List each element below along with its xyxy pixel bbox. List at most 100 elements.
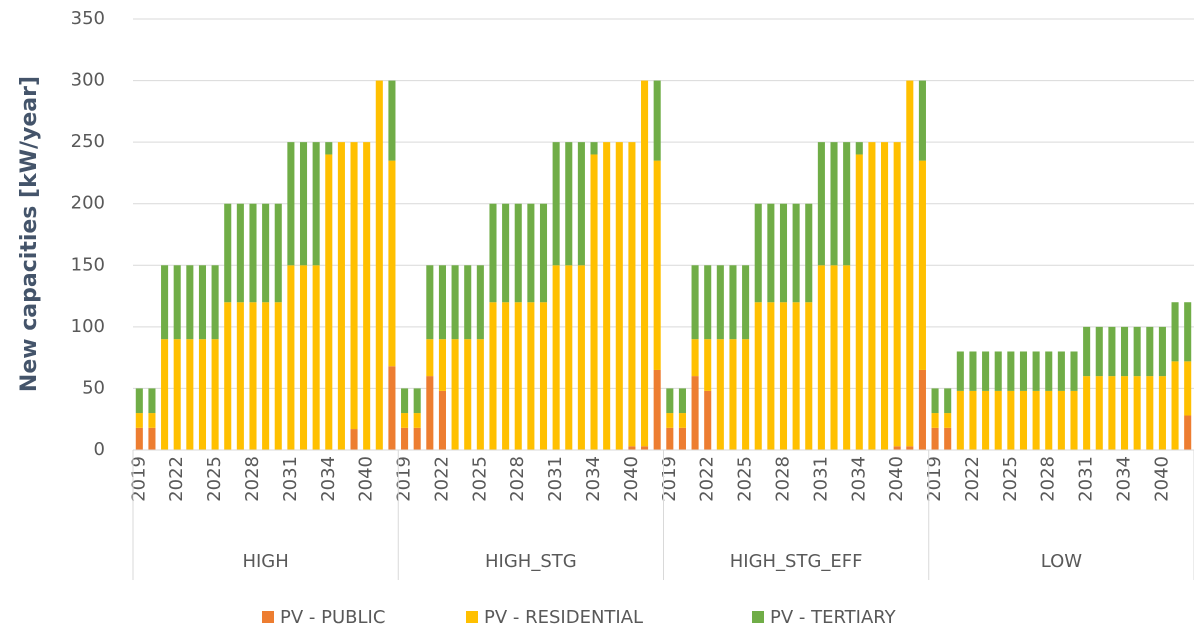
- bar-segment: [704, 390, 712, 450]
- x-tick-label: 2031: [1076, 456, 1097, 502]
- bar-segment: [944, 413, 952, 428]
- legend-label: PV - PUBLIC: [280, 607, 385, 628]
- bar-segment: [1146, 326, 1154, 377]
- bar-segment: [982, 390, 990, 450]
- bar-segment: [944, 388, 952, 414]
- bar-segment: [173, 339, 181, 450]
- bar-segment: [388, 160, 396, 367]
- x-tick-label: 2028: [242, 456, 263, 502]
- bar-segment: [893, 142, 901, 447]
- bar-segment: [603, 142, 611, 450]
- bar-segment: [906, 80, 914, 447]
- bar-segment: [565, 142, 573, 266]
- bar-segment: [716, 265, 724, 340]
- bar-segment: [754, 203, 762, 303]
- bar-segment: [628, 446, 636, 450]
- bar-segment: [704, 265, 712, 340]
- bar-segment: [388, 80, 396, 161]
- bar-segment: [186, 339, 194, 450]
- bar-segment: [161, 339, 169, 450]
- bar-segment: [1120, 376, 1129, 450]
- bar-segment: [236, 302, 244, 450]
- bar-segment: [817, 265, 825, 450]
- bar-segment: [489, 203, 497, 303]
- bar-segment: [1133, 376, 1141, 450]
- bar-segment: [666, 388, 674, 414]
- bar-segment: [274, 302, 282, 450]
- bar-segment: [186, 265, 194, 340]
- bar-segment: [438, 390, 446, 450]
- x-tick-label: 2040: [886, 456, 907, 502]
- bar-segment: [729, 339, 737, 450]
- bar-segment: [451, 265, 459, 340]
- bar-segment: [426, 265, 434, 340]
- bar-segment: [224, 203, 232, 303]
- bar-segment: [1070, 351, 1078, 391]
- bar-segment: [1184, 302, 1192, 362]
- x-tick-label: 2031: [810, 456, 831, 502]
- x-tick-label: 2031: [545, 456, 566, 502]
- bar-segment: [590, 142, 598, 155]
- x-tick-label: 2022: [431, 456, 452, 502]
- bar-segment: [577, 142, 585, 266]
- bar-segment: [363, 142, 371, 450]
- bar-segment: [489, 302, 497, 450]
- bar-segment: [401, 413, 409, 428]
- bar-segment: [881, 142, 889, 450]
- bar-segment: [249, 302, 257, 450]
- bar-segment: [779, 203, 788, 303]
- y-tick-label: 100: [71, 316, 105, 337]
- x-tick-label: 2025: [735, 456, 756, 502]
- bar-segment: [413, 427, 421, 450]
- bar-segment: [312, 265, 320, 450]
- bar-segment: [211, 339, 219, 450]
- bar-segment: [502, 302, 510, 450]
- bar-segment: [1095, 326, 1103, 377]
- x-tick-label: 2019: [924, 456, 945, 502]
- bar-segment: [464, 339, 472, 450]
- bar-segment: [590, 154, 598, 450]
- bar-segment: [666, 427, 674, 450]
- bar-segment: [135, 413, 143, 428]
- x-tick-label: 2028: [507, 456, 528, 502]
- bar-segment: [527, 203, 535, 303]
- legend-label: PV - TERTIARY: [770, 607, 897, 628]
- bar-segment: [691, 265, 699, 340]
- bar-segment: [148, 413, 156, 428]
- bar-segment: [653, 80, 661, 161]
- bar-segment: [1083, 326, 1091, 377]
- bar-segment: [426, 339, 434, 377]
- bar-segment: [805, 302, 813, 450]
- x-tick-label: 2025: [204, 456, 225, 502]
- bar-segment: [805, 203, 813, 303]
- bar-segment: [1171, 361, 1179, 450]
- group-label: LOW: [1041, 551, 1083, 572]
- bar-segment: [312, 142, 320, 266]
- bar-segment: [413, 388, 421, 414]
- bar-segment: [438, 265, 446, 340]
- bar-segment: [552, 265, 560, 450]
- bar-segment: [552, 142, 560, 266]
- bar-segment: [262, 302, 270, 450]
- bar-segment: [615, 142, 623, 450]
- bar-segment: [956, 351, 964, 391]
- legend-swatch: [752, 611, 764, 623]
- bar-segment: [350, 429, 358, 450]
- y-tick-label: 200: [71, 193, 105, 214]
- bar-segment: [792, 203, 800, 303]
- bar-segment: [666, 413, 674, 428]
- bar-segment: [893, 446, 901, 450]
- x-tick-label: 2040: [1151, 456, 1172, 502]
- bar-segment: [767, 203, 775, 303]
- bar-segment: [1083, 376, 1091, 450]
- bar-segment: [262, 203, 270, 303]
- y-tick-label: 350: [71, 8, 105, 29]
- bar-segment: [628, 142, 636, 447]
- bar-segment: [1045, 351, 1053, 391]
- legend-swatch: [466, 611, 478, 623]
- x-tick-label: 2019: [128, 456, 149, 502]
- x-tick-label: 2040: [356, 456, 377, 502]
- group-label: HIGH_STG_EFF: [730, 551, 863, 572]
- x-tick-label: 2019: [394, 456, 415, 502]
